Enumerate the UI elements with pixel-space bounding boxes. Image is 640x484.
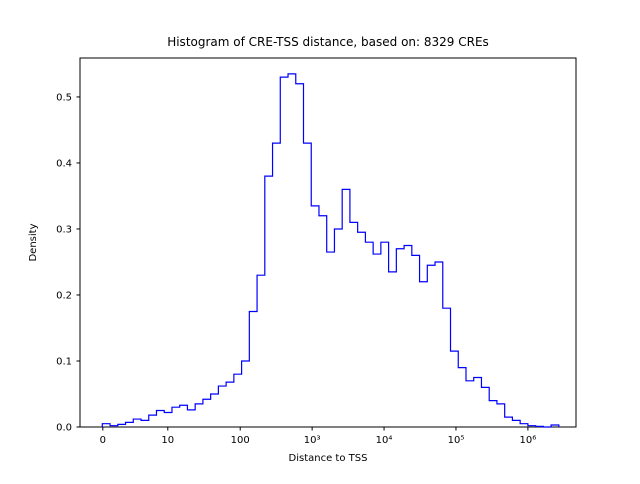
y-tick-label: 0.2 <box>56 290 72 301</box>
x-tick-label: 10⁴ <box>376 435 393 446</box>
x-tick-label: 10³ <box>304 435 321 446</box>
x-axis-ticks: 0 10 100 10³ 10⁴ 10⁵ 10⁶ <box>100 427 537 446</box>
plot-border <box>79 57 577 428</box>
x-tick-label: 10 <box>161 435 174 446</box>
y-tick-label: 0.3 <box>56 224 72 235</box>
y-axis-label: Density <box>28 223 39 261</box>
y-tick-label: 0.1 <box>56 356 72 367</box>
x-tick-label: 10⁵ <box>448 435 465 446</box>
x-tick-label: 10⁶ <box>520 435 537 446</box>
x-axis-label: Distance to TSS <box>289 453 368 464</box>
y-tick-label: 0.4 <box>56 158 72 169</box>
y-axis-ticks: 0.0 0.1 0.2 0.3 0.4 0.5 <box>56 92 80 434</box>
chart-title: Histogram of CRE-TSS distance, based on:… <box>167 35 489 49</box>
x-tick-label: 100 <box>231 435 250 446</box>
histogram-step-line <box>101 73 560 428</box>
x-tick-label: 0 <box>100 435 106 446</box>
y-tick-label: 0.5 <box>56 92 72 103</box>
y-tick-label: 0.0 <box>56 423 72 434</box>
